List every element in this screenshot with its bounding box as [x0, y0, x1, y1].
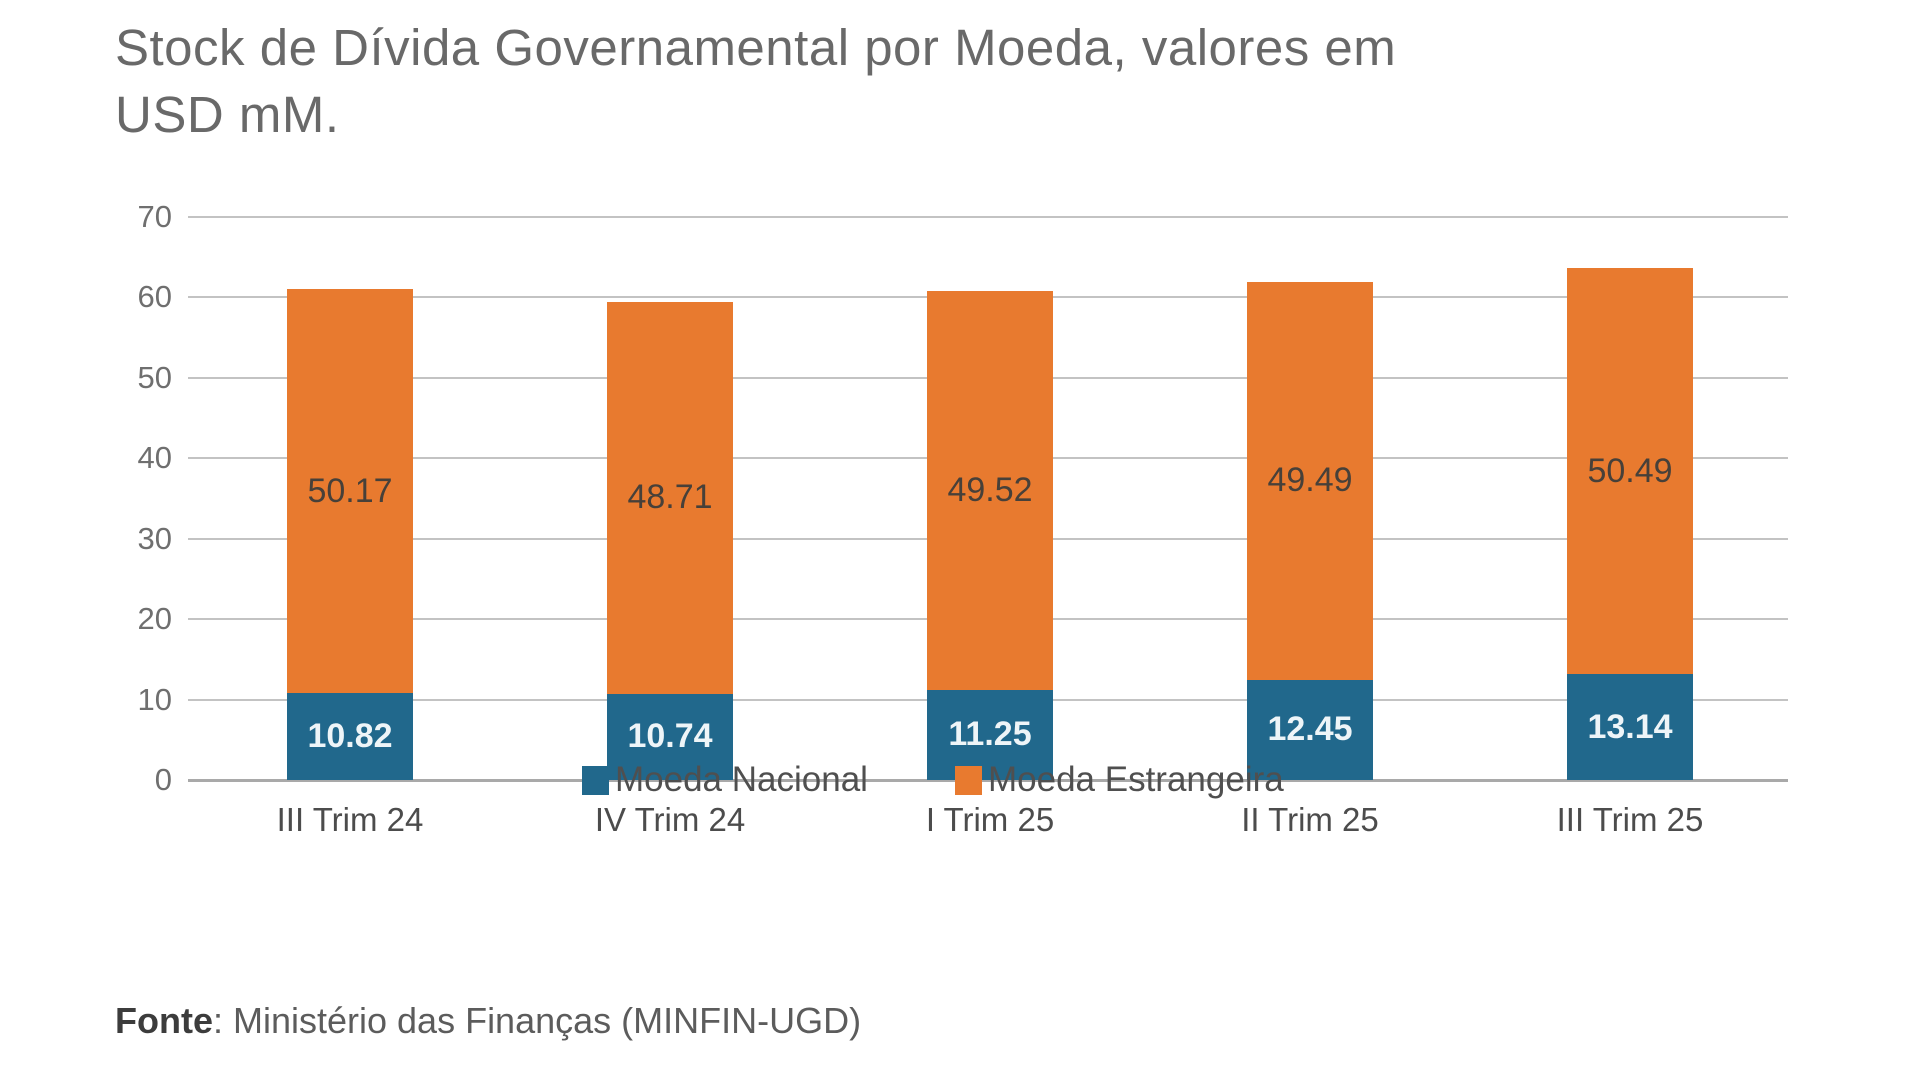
x-axis-label: I Trim 25: [925, 801, 1055, 838]
legend-item-moeda-estrangeira: Moeda Estrangeira: [955, 760, 1284, 800]
bar-segment-moeda-nacional: 11.25: [927, 689, 1053, 780]
bar-value-label: 49.52: [947, 470, 1033, 509]
bar-segment-moeda-nacional: 10.74: [607, 693, 733, 780]
x-axis-label: III Trim 24: [276, 801, 424, 838]
y-tick-label: 10: [137, 681, 172, 717]
bar-segment-moeda-estrangeira: 50.17: [287, 289, 413, 693]
y-tick-label: 70: [137, 199, 172, 234]
y-tick-label: 40: [137, 440, 172, 476]
legend-swatch-icon: [582, 765, 609, 795]
bar-value-label: 48.71: [627, 478, 713, 517]
source-label: Fonte: [115, 1000, 213, 1041]
gridline-y70: [188, 216, 1788, 218]
chart-title: Stock de Dívida Governamental por Moeda,…: [115, 19, 1397, 143]
x-axis-label: IV Trim 24: [594, 801, 746, 838]
bar-value-label: 10.74: [627, 717, 713, 756]
bar-value-label: 10.82: [307, 716, 393, 755]
bar-segment-moeda-estrangeira: 49.52: [927, 291, 1053, 690]
bar-segment-moeda-estrangeira: 49.49: [1247, 281, 1373, 680]
bar-segment-moeda-estrangeira: 50.49: [1567, 268, 1693, 675]
x-axis-label: II Trim 25: [1241, 801, 1379, 838]
bar-value-label: 50.17: [307, 471, 393, 510]
gridline-y0: [188, 779, 1788, 782]
legend-item-moeda-nacional: Moeda Nacional: [582, 760, 868, 800]
bar-segment-moeda-nacional: 13.14: [1567, 674, 1693, 780]
legend-label: Moeda Nacional: [615, 760, 868, 799]
x-axis-label: III Trim 25: [1556, 801, 1704, 838]
y-tick-label: 50: [137, 359, 172, 395]
y-tick-label: 60: [137, 279, 172, 315]
bar-segment-moeda-nacional: 12.45: [1247, 679, 1373, 780]
y-tick-label: 20: [137, 601, 172, 637]
bar-value-label: 49.49: [1267, 461, 1353, 500]
y-tick-label: 30: [137, 520, 172, 556]
bar-segment-moeda-estrangeira: 48.71: [607, 301, 733, 694]
legend-swatch-icon: [955, 765, 982, 795]
bar-segment-moeda-nacional: 10.82: [287, 692, 413, 780]
bar-value-label: 11.25: [948, 715, 1032, 754]
y-tick-label: 0: [154, 762, 172, 797]
bar-value-label: 50.49: [1587, 451, 1673, 490]
bar-value-label: 12.45: [1267, 710, 1353, 749]
source-note: Fonte: Ministério das Finanças (MINFIN-U…: [115, 1000, 861, 1042]
bar-value-label: 13.14: [1587, 707, 1673, 746]
legend-label: Moeda Estrangeira: [988, 760, 1284, 799]
source-text: : Ministério das Finanças (MINFIN-UGD): [212, 1000, 862, 1041]
